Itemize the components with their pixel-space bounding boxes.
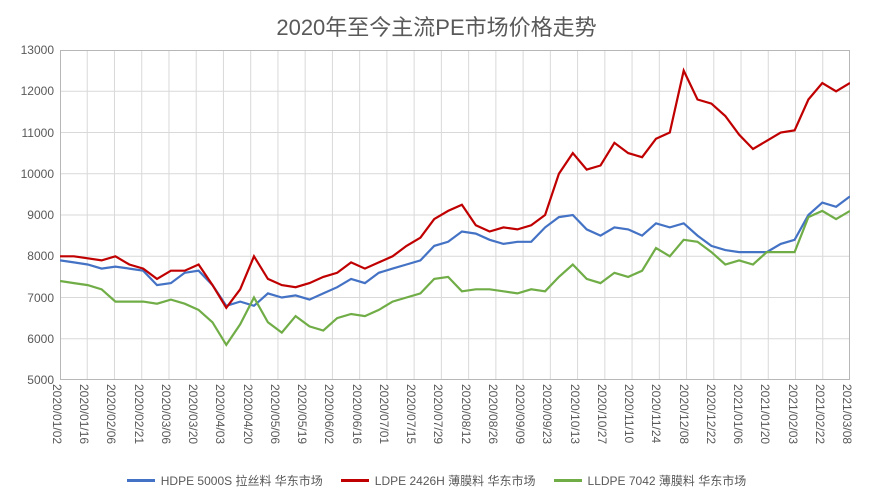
x-tick-label: 2020/01/16 bbox=[77, 384, 91, 444]
y-tick-label: 11000 bbox=[22, 126, 54, 140]
legend-label: LLDPE 7042 薄膜料 华东市场 bbox=[588, 472, 747, 489]
legend-item: LDPE 2426H 薄膜料 华东市场 bbox=[341, 472, 536, 489]
legend-label: HDPE 5000S 拉丝料 华东市场 bbox=[161, 472, 323, 489]
x-tick-label: 2021/02/22 bbox=[813, 384, 827, 444]
x-tick-label: 2020/03/06 bbox=[159, 384, 173, 444]
x-tick-label: 2020/07/01 bbox=[377, 384, 391, 444]
x-tick-label: 2020/02/21 bbox=[132, 384, 146, 444]
legend: HDPE 5000S 拉丝料 华东市场 LDPE 2426H 薄膜料 华东市场 LL… bbox=[0, 472, 873, 489]
x-tick-label: 2020/08/12 bbox=[459, 384, 473, 444]
y-tick-label: 12000 bbox=[21, 84, 54, 98]
x-tick-label: 2021/02/03 bbox=[786, 384, 800, 444]
x-tick-label: 2020/12/08 bbox=[677, 384, 691, 444]
chart-title: 2020年至今主流PE市场价格走势 bbox=[0, 10, 873, 42]
y-tick-label: 10000 bbox=[21, 167, 54, 181]
x-tick-label: 2020/10/13 bbox=[568, 384, 582, 444]
y-axis-labels: 5000600070008000900010000110001200013000 bbox=[0, 50, 54, 380]
x-axis-labels: 2020/01/022020/01/162020/02/062020/02/21… bbox=[60, 384, 850, 474]
x-tick-label: 2020/06/16 bbox=[350, 384, 364, 444]
y-tick-label: 13000 bbox=[21, 43, 54, 57]
plot-area bbox=[60, 50, 850, 380]
legend-swatch bbox=[341, 479, 369, 482]
y-tick-label: 8000 bbox=[27, 249, 54, 263]
x-tick-label: 2020/08/26 bbox=[486, 384, 500, 444]
x-tick-label: 2020/11/10 bbox=[622, 384, 636, 443]
y-tick-label: 9000 bbox=[27, 208, 54, 222]
x-tick-label: 2020/04/03 bbox=[213, 384, 227, 444]
legend-swatch bbox=[554, 479, 582, 482]
x-tick-label: 2021/01/20 bbox=[758, 384, 772, 444]
x-tick-label: 2020/11/24 bbox=[649, 384, 663, 443]
series-line bbox=[60, 71, 850, 308]
legend-item: LLDPE 7042 薄膜料 华东市场 bbox=[554, 472, 747, 489]
x-tick-label: 2020/05/19 bbox=[295, 384, 309, 444]
x-tick-label: 2020/01/02 bbox=[50, 384, 64, 444]
x-tick-label: 2021/01/06 bbox=[731, 384, 745, 444]
y-tick-label: 7000 bbox=[27, 291, 54, 305]
x-tick-label: 2020/10/27 bbox=[595, 384, 609, 444]
chart-container: 2020年至今主流PE市场价格走势 5000600070008000900010… bbox=[0, 0, 873, 500]
x-tick-label: 2020/04/20 bbox=[241, 384, 255, 444]
legend-swatch bbox=[127, 479, 155, 482]
y-tick-label: 6000 bbox=[27, 332, 54, 346]
x-tick-label: 2020/06/02 bbox=[322, 384, 336, 444]
x-tick-label: 2020/09/23 bbox=[540, 384, 554, 444]
series-line bbox=[60, 196, 850, 305]
x-tick-label: 2020/07/15 bbox=[404, 384, 418, 444]
legend-label: LDPE 2426H 薄膜料 华东市场 bbox=[375, 472, 536, 489]
x-tick-label: 2020/05/06 bbox=[268, 384, 282, 444]
legend-item: HDPE 5000S 拉丝料 华东市场 bbox=[127, 472, 323, 489]
x-tick-label: 2020/12/22 bbox=[704, 384, 718, 444]
x-tick-label: 2020/07/29 bbox=[431, 384, 445, 444]
x-tick-label: 2021/03/08 bbox=[840, 384, 854, 444]
x-tick-label: 2020/09/09 bbox=[513, 384, 527, 444]
plot-svg bbox=[60, 50, 850, 380]
x-tick-label: 2020/02/06 bbox=[104, 384, 118, 444]
x-tick-label: 2020/03/20 bbox=[186, 384, 200, 444]
